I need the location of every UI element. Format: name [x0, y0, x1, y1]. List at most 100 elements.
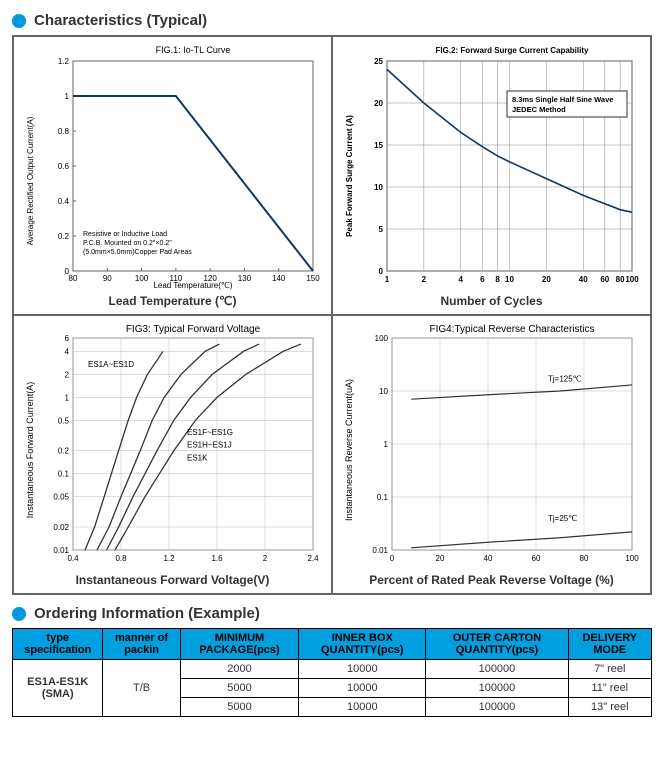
svg-text:1.2: 1.2: [163, 554, 175, 563]
cell: 10000: [299, 679, 426, 698]
svg-text:1: 1: [383, 440, 388, 449]
svg-text:20: 20: [435, 554, 444, 563]
svg-text:90: 90: [102, 274, 111, 283]
cell: 100000: [426, 698, 568, 717]
th-mode: DELIVERY MODE: [568, 629, 651, 660]
svg-text:40: 40: [578, 275, 587, 284]
svg-text:0.4: 0.4: [57, 197, 69, 206]
svg-text:4: 4: [64, 347, 69, 356]
svg-text:ES1K: ES1K: [187, 453, 208, 462]
svg-text:ES1H~ES1J: ES1H~ES1J: [187, 441, 232, 450]
svg-text:1.6: 1.6: [211, 554, 223, 563]
section-title-2: Ordering Information (Example): [34, 605, 260, 622]
svg-text:ES1A~ES1D: ES1A~ES1D: [88, 360, 134, 369]
th-spec: type specification: [13, 629, 103, 660]
svg-text:6: 6: [64, 334, 69, 343]
svg-text:120: 120: [203, 274, 217, 283]
svg-text:100: 100: [625, 554, 639, 563]
svg-text:Tj=25℃: Tj=25℃: [548, 514, 577, 523]
svg-text:40: 40: [483, 554, 492, 563]
th-outer: OUTER CARTON QUANTITY(pcs): [426, 629, 568, 660]
ordering-table: type specification manner of packin MINI…: [12, 628, 652, 717]
c2-ylabel: Peak Forward Surge Current (A): [345, 115, 354, 237]
svg-text:0.8: 0.8: [57, 127, 69, 136]
svg-text:0.1: 0.1: [376, 493, 388, 502]
cell: 13" reel: [568, 698, 651, 717]
bullet-icon: [12, 14, 26, 28]
cell-spec: ES1A-ES1K(SMA): [13, 660, 103, 717]
svg-text:20: 20: [374, 99, 383, 108]
svg-text:130: 130: [237, 274, 251, 283]
cell: 10000: [299, 698, 426, 717]
svg-text:1: 1: [384, 275, 389, 284]
c2-leg2: JEDEC Method: [512, 105, 566, 114]
section-title-1: Characteristics (Typical): [34, 12, 207, 29]
svg-text:10: 10: [505, 275, 514, 284]
cell: 100000: [426, 660, 568, 679]
svg-text:1.2: 1.2: [57, 57, 69, 66]
svg-text:4: 4: [458, 275, 463, 284]
c1-caption: Lead Temperature (℃): [18, 291, 327, 310]
svg-text:0.2: 0.2: [57, 232, 69, 241]
chart-1-svg: FIG.1: Io-TL Curve Average Rectified Out…: [23, 41, 323, 291]
chart-3-cell: FIG3: Typical Forward Voltage Instantane…: [13, 315, 332, 594]
charts-grid: FIG.1: Io-TL Curve Average Rectified Out…: [12, 35, 652, 595]
c4-caption: Percent of Rated Peak Reverse Voltage (%…: [337, 570, 646, 589]
cell: 5000: [180, 698, 299, 717]
chart-3-svg: FIG3: Typical Forward Voltage Instantane…: [23, 320, 323, 570]
svg-text:8: 8: [495, 275, 500, 284]
c1-title: FIG.1: Io-TL Curve: [155, 45, 230, 55]
c4-ylabel: Instantaneous Reverse Current(uA): [344, 379, 354, 521]
svg-text:0.05: 0.05: [53, 493, 69, 502]
svg-text:80: 80: [68, 274, 77, 283]
svg-text:60: 60: [600, 275, 609, 284]
section-ordering-header: Ordering Information (Example): [12, 605, 652, 622]
svg-text:110: 110: [169, 274, 182, 283]
c3-title: FIG3: Typical Forward Voltage: [125, 324, 260, 335]
svg-text:2: 2: [64, 370, 69, 379]
c1-note2: P.C.B. Mounted on 0.2"×0.2": [83, 240, 172, 247]
svg-text:100: 100: [134, 274, 148, 283]
svg-text:2: 2: [421, 275, 426, 284]
section-characteristics-header: Characteristics (Typical): [12, 12, 652, 29]
c1-note1: Resistive or Inductive Load: [83, 231, 167, 238]
c2-caption: Number of Cycles: [337, 291, 646, 310]
svg-text:2: 2: [262, 554, 267, 563]
svg-text:80: 80: [615, 275, 624, 284]
table-row: ES1A-ES1K(SMA)T/B2000100001000007" reel: [13, 660, 652, 679]
svg-text:20: 20: [541, 275, 550, 284]
th-min: MINIMUM PACKAGE(pcs): [180, 629, 299, 660]
svg-text:0.02: 0.02: [53, 523, 69, 532]
svg-text:10: 10: [379, 387, 388, 396]
svg-text:150: 150: [306, 274, 320, 283]
c2-leg1: 8.3ms Single Half Sine Wave: [512, 95, 613, 104]
table-header-row: type specification manner of packin MINI…: [13, 629, 652, 660]
c3-ylabel: Instantaneous Forward Current(A): [25, 382, 35, 519]
svg-text:2.4: 2.4: [307, 554, 319, 563]
c1-note3: (5.0mm×5.0mm)Copper Pad Areas: [83, 249, 192, 256]
cell: 5000: [180, 679, 299, 698]
svg-text:15: 15: [374, 141, 383, 150]
chart-1-cell: FIG.1: Io-TL Curve Average Rectified Out…: [13, 36, 332, 315]
c3-caption: Instantaneous Forward Voltage(V): [18, 570, 327, 589]
c1-ylabel: Average Rectified Output Current(A): [26, 116, 35, 245]
svg-text:0.8: 0.8: [115, 554, 127, 563]
chart-4-svg: FIG4:Typical Reverse Characteristics Ins…: [342, 320, 642, 570]
svg-text:0.1: 0.1: [57, 470, 69, 479]
svg-text:60: 60: [531, 554, 540, 563]
svg-text:6: 6: [480, 275, 485, 284]
chart-4-cell: FIG4:Typical Reverse Characteristics Ins…: [332, 315, 651, 594]
svg-text:100: 100: [374, 334, 388, 343]
svg-text:100: 100: [625, 275, 639, 284]
cell: 10000: [299, 660, 426, 679]
cell: 2000: [180, 660, 299, 679]
svg-text:0: 0: [389, 554, 394, 563]
th-pack: manner of packin: [103, 629, 180, 660]
cell: 11" reel: [568, 679, 651, 698]
c4-title: FIG4:Typical Reverse Characteristics: [429, 324, 594, 335]
cell: 7" reel: [568, 660, 651, 679]
c2-title: FIG.2: Forward Surge Current Capability: [435, 46, 588, 55]
svg-text:1: 1: [64, 393, 69, 402]
chart-2-svg: FIG.2: Forward Surge Current Capability …: [342, 41, 642, 291]
th-inner: INNER BOX QUANTITY(pcs): [299, 629, 426, 660]
